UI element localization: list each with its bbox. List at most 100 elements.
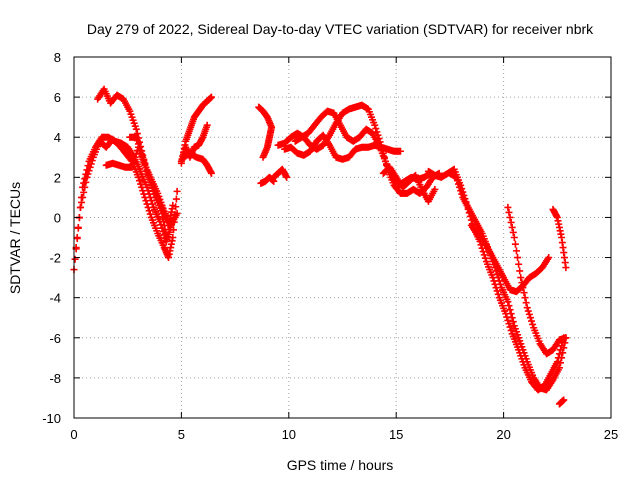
data-point-marker	[509, 318, 517, 326]
data-point-marker	[207, 93, 215, 101]
y-tick-label: 6	[54, 90, 61, 105]
y-tick-label: -2	[49, 251, 61, 266]
data-point-marker	[136, 143, 144, 151]
data-point-marker	[207, 169, 215, 177]
data-point-marker	[396, 147, 404, 155]
data-point-marker	[517, 274, 525, 282]
data-point-marker	[140, 157, 148, 165]
y-tick-label: 0	[54, 210, 61, 225]
data-point-marker	[515, 260, 523, 268]
data-series	[257, 173, 278, 187]
y-tick-label: -4	[49, 291, 61, 306]
data-point-marker	[495, 277, 503, 285]
data-point-marker	[559, 349, 567, 357]
data-point-marker	[162, 234, 170, 241]
data-point-marker	[508, 223, 516, 231]
data-point-marker	[512, 247, 520, 255]
data-point-marker	[133, 130, 141, 138]
data-point-marker	[146, 210, 154, 218]
data-point-marker	[505, 320, 513, 328]
data-point-marker	[76, 203, 84, 211]
data-series	[281, 131, 404, 163]
data-series	[446, 169, 570, 394]
data-point-marker	[80, 179, 88, 187]
data-point-marker	[493, 287, 501, 295]
data-point-marker	[480, 251, 488, 259]
data-point-marker	[172, 195, 180, 203]
data-point-marker	[203, 121, 211, 129]
data-series	[379, 163, 439, 205]
data-point-marker	[525, 310, 533, 318]
data-point-marker	[553, 358, 561, 366]
data-point-marker	[529, 320, 537, 328]
data-point-marker	[139, 153, 147, 161]
x-tick-label: 5	[178, 427, 185, 442]
axis-ticks: 0 5 10 15 20 25 -10 -8 -6 -4 -2 0 2 4 6 8	[42, 50, 618, 442]
data-point-marker	[83, 166, 91, 174]
data-point-marker	[496, 280, 504, 288]
data-series	[180, 149, 215, 177]
data-series	[549, 205, 570, 272]
data-point-marker	[143, 167, 151, 175]
x-axis-label: GPS time / hours	[287, 457, 394, 473]
data-point-marker	[458, 190, 466, 198]
data-point-marker	[454, 180, 462, 188]
data-point-marker	[506, 306, 514, 314]
y-tick-label: -8	[49, 371, 61, 386]
data-point-marker	[562, 264, 570, 272]
data-point-marker	[524, 307, 532, 315]
data-point-marker	[148, 200, 156, 208]
plot-frame	[73, 56, 612, 419]
data-point-marker	[516, 267, 524, 275]
data-point-marker	[169, 201, 177, 209]
data-point-marker	[129, 160, 137, 168]
data-point-marker	[504, 298, 512, 306]
data-point-marker	[521, 294, 529, 302]
data-point-marker	[520, 289, 528, 297]
data-point-marker	[132, 125, 140, 133]
data-point-marker	[259, 153, 267, 161]
data-point-marker	[505, 208, 513, 216]
data-point-marker	[506, 213, 514, 221]
data-point-marker	[528, 317, 536, 325]
data-point-marker	[560, 344, 568, 352]
data-point-marker	[558, 354, 566, 362]
data-point-marker	[145, 207, 153, 215]
data-point-marker	[84, 162, 92, 170]
data-point-marker	[510, 234, 518, 241]
data-point-marker	[562, 334, 570, 342]
data-point-marker	[138, 150, 146, 158]
data-point-marker	[136, 177, 144, 185]
data-point-marker	[511, 240, 519, 248]
data-point-marker	[526, 314, 534, 322]
x-tick-label: 15	[389, 427, 403, 442]
x-tick-label: 10	[282, 427, 296, 442]
data-series	[504, 203, 570, 358]
data-point-marker	[456, 183, 464, 191]
data-point-marker	[71, 255, 79, 263]
data-point-marker	[134, 140, 142, 148]
data-point-marker	[555, 364, 563, 372]
data-point-marker	[143, 183, 151, 191]
data-point-marker	[523, 304, 531, 312]
data-point-marker	[73, 234, 81, 241]
data-point-marker	[518, 279, 526, 287]
data-point-marker	[522, 299, 530, 307]
x-tick-label: 0	[70, 427, 77, 442]
data-point-marker	[144, 170, 152, 178]
grid-lines	[74, 57, 611, 418]
data-series	[270, 165, 291, 181]
data-point-marker	[173, 209, 181, 217]
data-series	[255, 103, 276, 161]
data-point-marker	[457, 187, 465, 195]
data-point-marker	[481, 254, 489, 262]
data-point-marker	[130, 157, 138, 165]
data-point-marker	[131, 153, 139, 161]
data-point-marker	[173, 187, 181, 195]
data-points	[70, 85, 570, 408]
data-point-marker	[505, 302, 513, 310]
data-series	[555, 396, 568, 408]
data-point-marker	[504, 316, 512, 324]
data-point-marker	[371, 121, 379, 129]
